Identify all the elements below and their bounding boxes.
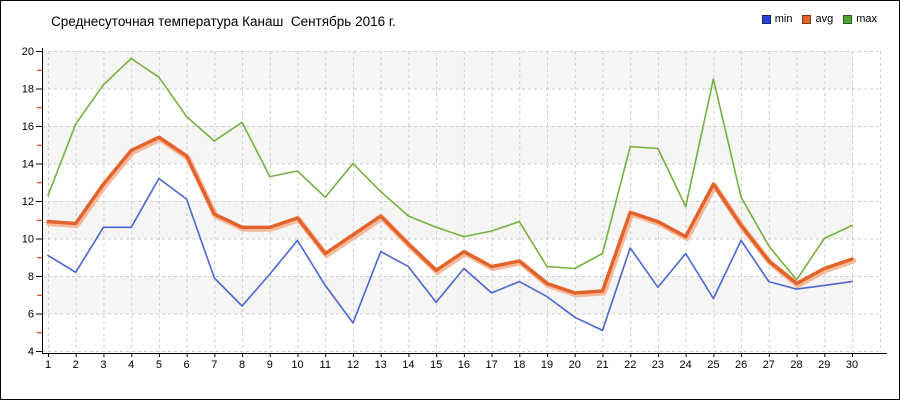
y-tick-label: 6 bbox=[28, 309, 34, 321]
y-tick-label: 18 bbox=[22, 84, 34, 96]
x-axis-labels: 1 2 3 4 5 6 7 8 9 10 11 12 13 14 15 16 17 18 19 20 21 22 23 24 2… bbox=[45, 359, 858, 371]
y-tick-label: 8 bbox=[28, 271, 34, 283]
plot-band bbox=[43, 276, 853, 314]
x-tick-label: 2 bbox=[73, 359, 79, 371]
x-tick-label: 30 bbox=[846, 359, 858, 371]
max-series-line bbox=[47, 57, 853, 281]
x-tick-label: 13 bbox=[375, 359, 387, 371]
plot-band bbox=[43, 51, 853, 89]
legend-label-avg: avg bbox=[815, 13, 834, 25]
legend-label-max: max bbox=[856, 13, 877, 25]
x-tick-label: 6 bbox=[184, 359, 190, 371]
y-axis-labels: 4 6 8 10 12 14 16 18 20 bbox=[22, 46, 34, 358]
x-tick-label: 27 bbox=[763, 359, 775, 371]
max-series-swatch-icon bbox=[843, 14, 853, 24]
y-tick-label: 14 bbox=[22, 159, 34, 171]
x-tick-label: 3 bbox=[100, 359, 106, 371]
x-tick-label: 5 bbox=[156, 359, 162, 371]
min-series-line bbox=[47, 177, 853, 332]
avg-series-line bbox=[46, 135, 854, 295]
y-tick-label: 20 bbox=[22, 46, 34, 58]
x-tick-label: 16 bbox=[458, 359, 470, 371]
x-tick-label: 29 bbox=[818, 359, 830, 371]
x-tick-label: 10 bbox=[291, 359, 303, 371]
plot-bands bbox=[43, 51, 853, 314]
x-tick-label: 7 bbox=[211, 359, 217, 371]
x-tick-label: 24 bbox=[680, 359, 692, 371]
x-tick-label: 22 bbox=[624, 359, 636, 371]
y-axis-ticks bbox=[36, 51, 42, 352]
x-tick-label: 23 bbox=[652, 359, 664, 371]
x-axis-ticks bbox=[48, 353, 853, 357]
x-tick-label: 28 bbox=[790, 359, 802, 371]
x-tick-label: 25 bbox=[707, 359, 719, 371]
x-tick-label: 9 bbox=[267, 359, 273, 371]
x-tick-label: 20 bbox=[569, 359, 581, 371]
plot-band bbox=[43, 126, 853, 164]
x-tick-label: 8 bbox=[239, 359, 245, 371]
y-tick-label: 10 bbox=[22, 234, 34, 246]
plot-band bbox=[43, 201, 853, 239]
x-tick-label: 18 bbox=[513, 359, 525, 371]
chart-title: Среднесуточная температура Канаш Сентябр… bbox=[51, 14, 396, 29]
x-tick-label: 11 bbox=[320, 359, 331, 371]
legend-label-min: min bbox=[774, 13, 793, 25]
legend-item-avg: avg bbox=[802, 13, 833, 25]
legend-item-min: min bbox=[761, 13, 793, 25]
avg-series-swatch-icon bbox=[802, 14, 812, 24]
x-tick-label: 14 bbox=[402, 359, 414, 371]
x-tick-label: 21 bbox=[596, 359, 608, 371]
y-tick-label: 16 bbox=[22, 121, 34, 133]
x-tick-label: 19 bbox=[541, 359, 553, 371]
chart-legend: min avg max bbox=[761, 13, 877, 25]
x-tick-label: 4 bbox=[128, 359, 134, 371]
legend-item-max: max bbox=[843, 13, 877, 25]
y-tick-label: 12 bbox=[22, 196, 34, 208]
min-series-swatch-icon bbox=[761, 14, 771, 24]
x-tick-label: 26 bbox=[735, 359, 747, 371]
y-gridlines bbox=[42, 51, 881, 352]
x-tick-label: 1 bbox=[45, 359, 51, 371]
x-tick-label: 12 bbox=[347, 359, 359, 371]
x-tick-label: 17 bbox=[485, 359, 497, 371]
y-tick-label: 4 bbox=[28, 346, 34, 358]
x-tick-label: 15 bbox=[430, 359, 442, 371]
